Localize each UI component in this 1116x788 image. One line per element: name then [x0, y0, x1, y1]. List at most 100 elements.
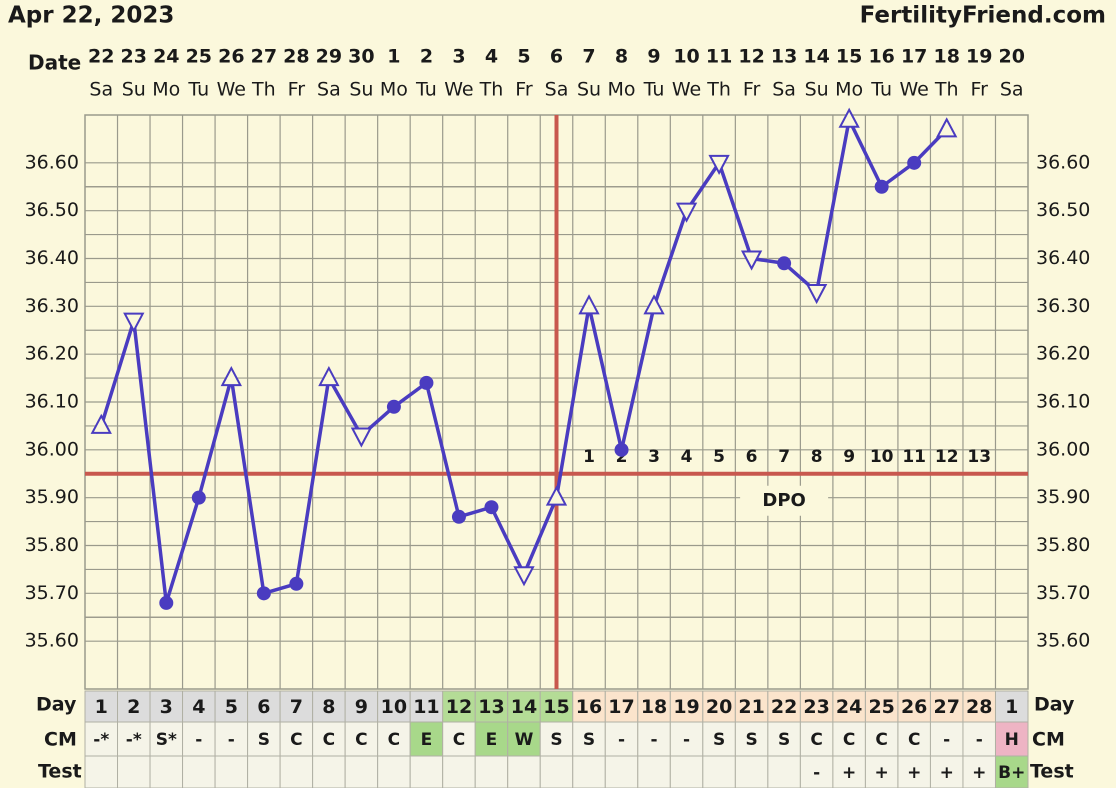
cm-value-cell: [409, 721, 444, 757]
test-value-cell: [182, 755, 216, 788]
cycle-day: 13: [478, 696, 504, 718]
weekday-label: Mo: [152, 79, 180, 101]
cycle-day: 26: [901, 696, 927, 718]
date-label: 15: [836, 46, 862, 68]
cm-value: S: [258, 730, 270, 750]
cycle-day-cell: [377, 690, 411, 723]
cycle-day-cell: [929, 690, 964, 723]
weekday-label: Su: [577, 79, 601, 101]
test-value-cell: [149, 755, 184, 788]
cycle-day: 22: [771, 696, 797, 718]
test-value-cell: [117, 755, 151, 788]
y-tick-label: 36.00: [25, 438, 79, 460]
cycle-day-cell: [344, 690, 379, 723]
weekday-label: We: [672, 79, 701, 101]
y-tick-label-right: 36.10: [1036, 391, 1090, 413]
date-label: 3: [452, 46, 465, 68]
test-row-label-right: Test: [1030, 761, 1074, 783]
test-value-cell: [572, 755, 606, 788]
weekday-label: Tu: [187, 79, 209, 101]
cycle-day-cell: [767, 690, 801, 723]
weekday-label: We: [444, 79, 473, 101]
dpo-number: 4: [681, 447, 693, 467]
cm-value-cell: [247, 721, 281, 757]
temp-point-up: [578, 294, 600, 315]
temp-point-up: [643, 294, 665, 315]
cycle-day: 14: [511, 696, 537, 718]
weekday-label: Sa: [772, 79, 796, 101]
temp-point-down: [123, 312, 145, 333]
date-label: 4: [485, 46, 498, 68]
y-tick-label-right: 35.80: [1036, 534, 1090, 556]
brand: FertilityFriend.com: [860, 3, 1106, 29]
cm-value-cell: [149, 721, 184, 757]
weekday-label: Mo: [380, 79, 408, 101]
chart-date: Apr 22, 2023: [8, 3, 174, 29]
date-row-label: Date: [28, 51, 81, 75]
dpo-number: 7: [778, 447, 790, 467]
cycle-day: 2: [127, 696, 140, 718]
weekday-label: We: [217, 79, 246, 101]
cycle-day: 3: [160, 696, 173, 718]
temp-point-up: [90, 413, 112, 434]
test-value: B+: [998, 763, 1025, 783]
dpo-number: 12: [935, 447, 959, 467]
temp-point-down: [805, 283, 828, 305]
cm-value-cell: [604, 721, 639, 757]
cm-value: H: [1005, 730, 1019, 750]
cm-value: -: [651, 730, 658, 750]
y-tick-label: 35.70: [25, 582, 79, 604]
test-value: +: [875, 763, 889, 783]
temp-point-up: [318, 365, 340, 387]
test-value-cell: [637, 755, 671, 788]
test-value-cell: [474, 755, 509, 788]
cycle-day: 24: [836, 696, 862, 718]
dpo-number: 8: [811, 447, 823, 467]
cycle-day: 4: [192, 696, 205, 718]
temp-point-down: [350, 427, 373, 448]
weekday-label: Sa: [545, 79, 569, 101]
temp-point: [614, 442, 629, 457]
y-tick-label: 35.80: [25, 534, 79, 556]
temp-point-down: [740, 250, 763, 271]
date-label: 24: [153, 46, 179, 68]
cycle-day: 1: [1005, 696, 1018, 718]
weekday-label: Tu: [643, 79, 665, 101]
date-label: 22: [88, 46, 114, 68]
cycle-day: 10: [381, 696, 407, 718]
cm-value-cell: [962, 721, 996, 757]
y-tick-label: 36.50: [25, 199, 79, 221]
test-value-cell: [84, 755, 119, 788]
cm-value: C: [355, 730, 367, 750]
temp-point-down: [675, 202, 698, 223]
test-value-cell: [442, 755, 476, 788]
test-row-label: Test: [38, 761, 82, 783]
weekday-label: Mo: [835, 79, 863, 101]
date-label: 28: [283, 46, 309, 68]
cm-value: -: [195, 730, 202, 750]
dpo-number: 11: [902, 447, 926, 467]
cycle-day: 12: [446, 696, 472, 718]
test-value: +: [907, 763, 921, 783]
cm-value-cell: [897, 721, 931, 757]
dpo-label: DPO: [762, 490, 805, 511]
temp-point-up: [545, 485, 568, 506]
weekday-label: Sa: [317, 79, 341, 101]
cm-value-cell: [637, 721, 671, 757]
y-tick-label-right: 35.60: [1036, 630, 1090, 652]
cycle-day: 20: [706, 696, 732, 718]
cm-value-cell: [832, 721, 866, 757]
dpo-number: 13: [967, 447, 991, 467]
test-value-cell: [702, 755, 736, 788]
cycle-day-cell: [507, 690, 541, 723]
cycle-day-cell: [994, 690, 1029, 723]
weekday-label: Fr: [971, 79, 989, 101]
weekday-label: Fr: [743, 79, 761, 101]
cm-value: S*: [156, 730, 177, 750]
test-value-cell: [214, 755, 249, 788]
cm-row-label: CM: [44, 729, 77, 751]
date-label: 5: [517, 46, 530, 68]
cm-value-cell: [799, 721, 834, 757]
cycle-day-cell: [864, 690, 899, 723]
weekday-label: Su: [349, 79, 373, 101]
